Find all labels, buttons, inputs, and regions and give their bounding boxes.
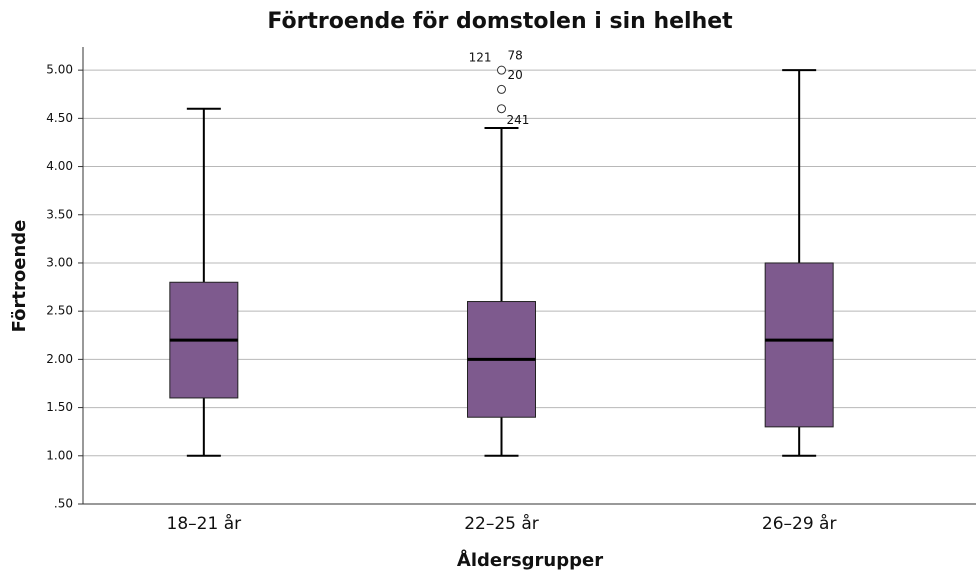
y-tick-label: 5.00 <box>46 63 73 77</box>
outlier-label: 241 <box>507 113 530 127</box>
chart-title: Förtroende för domstolen i sin helhet <box>267 9 733 34</box>
outlier <box>497 104 506 114</box>
y-tick-label: 4.00 <box>46 159 73 173</box>
y-tick-label: 2.00 <box>46 352 73 366</box>
y-tick-label: .50 <box>54 497 73 511</box>
x-tick-label: 22–25 år <box>464 513 539 534</box>
outlier <box>497 65 506 75</box>
y-tick-label: 2.50 <box>46 304 73 318</box>
box <box>764 262 834 428</box>
x-tick-label: 18–21 år <box>167 513 242 534</box>
x-axis-label: Åldersgrupper <box>457 548 603 571</box>
y-tick-label: 3.00 <box>46 255 73 269</box>
y-tick-label: 4.50 <box>46 111 73 125</box>
outlier <box>497 84 506 94</box>
outlier-label: 121 <box>469 51 492 65</box>
y-tick-label: 1.50 <box>46 400 73 414</box>
y-tick-label: 3.50 <box>46 207 73 221</box>
y-tick-label: 1.00 <box>46 448 73 462</box>
outlier-label: 20 <box>508 68 523 82</box>
x-tick-label: 26–29 år <box>762 513 837 534</box>
y-axis-label: Förtroende <box>9 220 30 333</box>
outlier-label: 78 <box>508 49 523 63</box>
